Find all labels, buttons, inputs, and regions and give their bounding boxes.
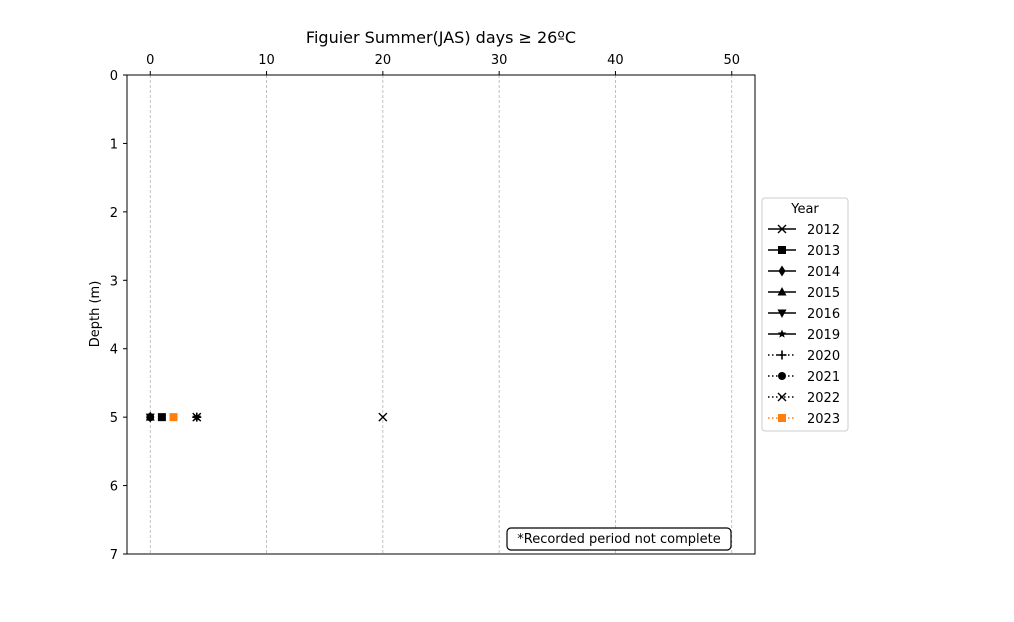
point-2021-0 bbox=[146, 413, 155, 422]
legend-item-2019: 2019 bbox=[768, 328, 840, 343]
data-points bbox=[145, 411, 388, 423]
series-2013 bbox=[157, 413, 166, 422]
y-tick-label-5: 5 bbox=[110, 411, 118, 426]
y-tick-label-6: 6 bbox=[110, 480, 118, 495]
legend-item-2014: 2014 bbox=[768, 265, 840, 280]
legend-marker-2013 bbox=[778, 246, 786, 254]
legend-item-2012: 2012 bbox=[768, 223, 840, 238]
y-tick-label-4: 4 bbox=[110, 343, 118, 358]
y-axis: 0 1 2 3 4 5 6 7 bbox=[110, 69, 127, 563]
series-2023 bbox=[169, 413, 178, 422]
legend-marker-2019 bbox=[777, 329, 787, 338]
legend-label-2013: 2013 bbox=[807, 244, 840, 259]
legend-label-2015: 2015 bbox=[807, 286, 840, 301]
annotation: *Recorded period not complete bbox=[506, 527, 732, 551]
point-2013-0 bbox=[157, 413, 166, 422]
legend-item-2020: 2020 bbox=[768, 349, 840, 364]
legend-label-2016: 2016 bbox=[807, 307, 840, 322]
series-2021 bbox=[146, 413, 155, 422]
x-tick-label-10: 10 bbox=[258, 53, 275, 68]
legend-label-2021: 2021 bbox=[807, 370, 840, 385]
legend-item-2015: 2015 bbox=[768, 286, 840, 301]
legend-item-2013: 2013 bbox=[768, 244, 840, 259]
legend-marker-2016 bbox=[777, 309, 787, 318]
y-tick-label-1: 1 bbox=[110, 137, 118, 152]
x-tick-label-30: 30 bbox=[491, 53, 508, 68]
legend-marker-2012 bbox=[777, 224, 787, 234]
legend-marker-2021 bbox=[778, 372, 786, 380]
legend-marker-2015 bbox=[777, 287, 787, 296]
x-tick-label-20: 20 bbox=[375, 53, 392, 68]
legend: Year 2012 2013 2014 2015 2016 2019 2020 2021 202… bbox=[761, 197, 849, 432]
legend-label-2022: 2022 bbox=[807, 391, 840, 406]
y-tick-label-0: 0 bbox=[110, 69, 118, 84]
legend-item-2021: 2021 bbox=[768, 370, 840, 385]
point-2022-0 bbox=[192, 412, 202, 422]
annotation-text: *Recorded period not complete bbox=[517, 532, 721, 547]
legend-marker-2020 bbox=[777, 350, 787, 360]
plot-area-frame bbox=[126, 74, 756, 555]
legend-label-2012: 2012 bbox=[807, 223, 840, 238]
x-tick-label-50: 50 bbox=[723, 53, 740, 68]
annotation-box bbox=[506, 527, 732, 551]
point-2012-0 bbox=[378, 412, 388, 422]
legend-title: Year bbox=[790, 202, 819, 217]
legend-label-2019: 2019 bbox=[807, 328, 840, 343]
y-tick-label-3: 3 bbox=[110, 274, 118, 289]
legend-marker-2014 bbox=[778, 265, 786, 277]
legend-label-2020: 2020 bbox=[807, 349, 840, 364]
legend-marker-2022 bbox=[777, 392, 787, 402]
legend-label-2014: 2014 bbox=[807, 265, 840, 280]
legend-item-2023: 2023 bbox=[768, 412, 840, 427]
grid-lines bbox=[149, 75, 733, 554]
x-tick-label-40: 40 bbox=[607, 53, 624, 68]
series-2012 bbox=[378, 412, 388, 422]
chart-title: Figuier Summer(JAS) days ≥ 26ºC bbox=[306, 28, 576, 47]
legend-item-2022: 2022 bbox=[768, 391, 840, 406]
y-tick-label-2: 2 bbox=[110, 206, 118, 221]
legend-marker-2023 bbox=[778, 414, 786, 422]
y-axis-label: Depth (m) bbox=[88, 281, 103, 348]
point-2023-0 bbox=[169, 413, 178, 422]
x-axis: 0 10 20 30 40 50 bbox=[146, 53, 740, 75]
x-tick-label-0: 0 bbox=[146, 53, 154, 68]
series-2022 bbox=[192, 412, 202, 422]
y-tick-label-7: 7 bbox=[110, 548, 118, 563]
legend-item-2016: 2016 bbox=[768, 307, 840, 322]
legend-label-2023: 2023 bbox=[807, 412, 840, 427]
